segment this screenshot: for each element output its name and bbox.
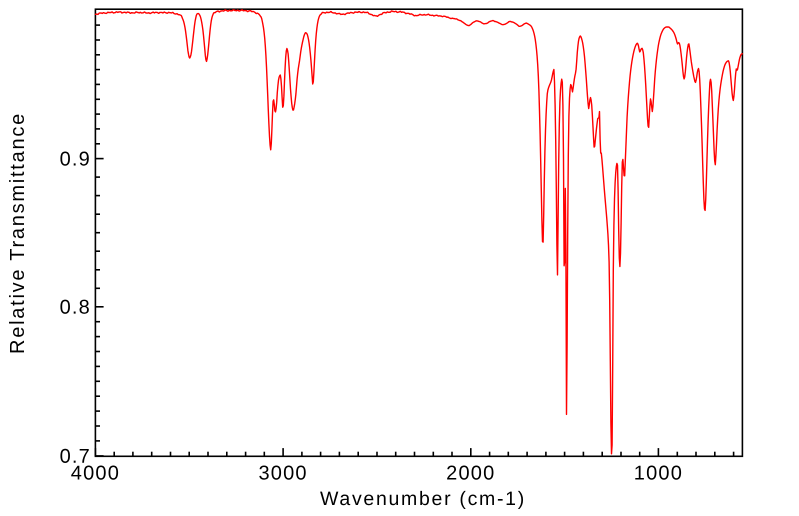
svg-text:0.7: 0.7 [60, 446, 91, 468]
svg-text:4000: 4000 [71, 462, 120, 484]
svg-text:1000: 1000 [634, 462, 683, 484]
svg-text:3000: 3000 [258, 462, 307, 484]
svg-text:0.9: 0.9 [60, 148, 91, 170]
svg-text:Relative Transmittance: Relative Transmittance [7, 112, 29, 354]
svg-text:Wavenumber (cm-1): Wavenumber (cm-1) [320, 488, 526, 510]
svg-text:2000: 2000 [446, 462, 495, 484]
svg-text:0.8: 0.8 [60, 297, 91, 319]
